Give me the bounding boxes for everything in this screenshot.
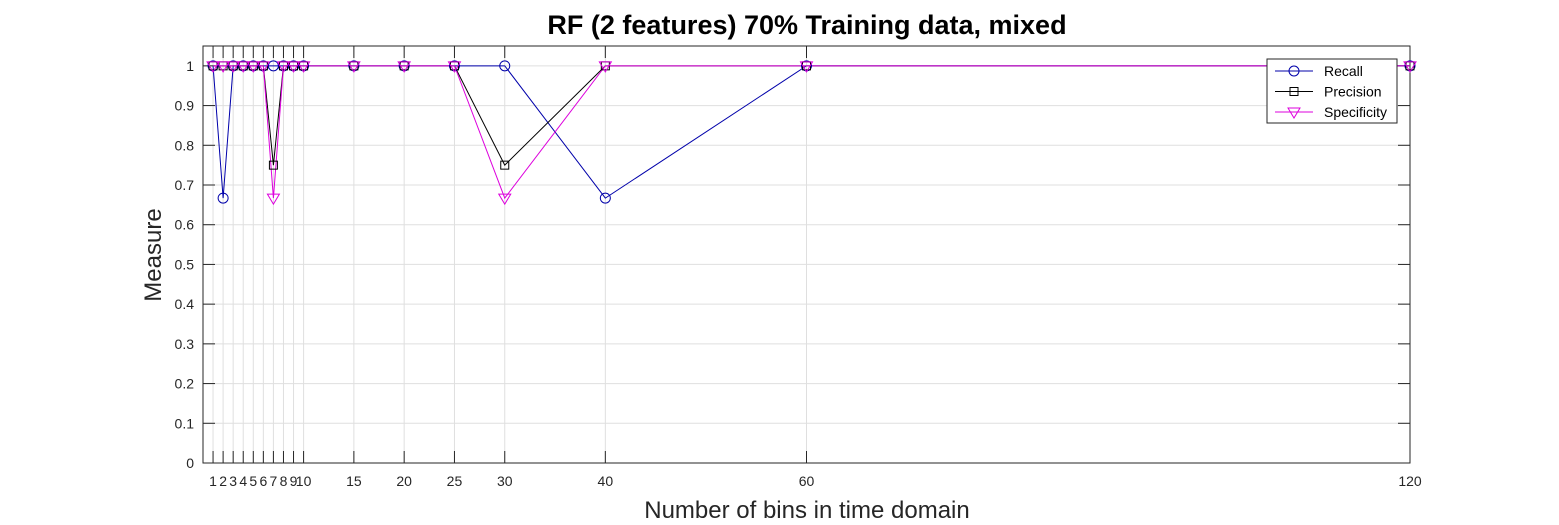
x-tick-label: 6 [259,473,267,489]
y-axis-title: Measure [140,208,167,301]
data-point-specificity [206,61,220,73]
legend-marker-recall [1288,65,1300,77]
y-tick-label: 0.3 [175,336,195,352]
y-tick-label: 1 [186,58,194,74]
x-tick-label: 120 [1398,473,1422,489]
x-tick-label: 7 [270,473,278,489]
data-point-specificity [397,61,412,73]
x-tick-label: 5 [249,473,257,489]
x-tick-label: 60 [799,473,815,489]
data-point-recall [207,60,219,72]
y-tick-label: 0.5 [175,256,195,272]
data-point-specificity [346,61,361,73]
x-tick-label: 9 [290,473,298,489]
data-point-specificity [236,61,251,73]
legend-label-recall: Recall [1324,63,1363,79]
data-point-specificity [296,61,311,73]
data-point-specificity [246,61,261,73]
x-tick-label: 8 [280,473,288,489]
data-point-recall [398,60,410,72]
y-tick-label: 0.4 [175,296,195,312]
axes: 1 2 3 4 5 6 7 8 910 15 20 25 30 40 60 12000.10.20.30.40… [175,45,1422,489]
x-tick-label: 10 [296,473,312,489]
data-point-specificity [226,61,241,73]
data-point-recall [298,60,310,72]
x-tick-label: 3 [229,473,237,489]
data-point-precision [268,160,278,170]
data-point-specificity [1403,61,1417,73]
data-point-specificity [266,193,281,206]
x-tick-label: 4 [239,473,247,489]
legend[interactable]: Recall Precision Specificity [1266,58,1398,124]
data-point-recall [499,60,511,72]
y-tick-label: 0.9 [175,98,195,114]
data-point-specificity [216,61,230,73]
x-tick-label: 1 [209,473,217,489]
x-tick-label: 15 [346,473,362,489]
data-point-recall [348,60,360,72]
y-tick-label: 0.8 [175,137,195,153]
x-axis-title: Number of bins in time domain [644,497,969,524]
data-point-recall [599,192,611,204]
data-point-precision [500,160,510,170]
y-tick-label: 0.6 [175,217,195,233]
data-point-recall [217,192,229,204]
y-tick-label: 0.1 [175,415,195,431]
x-tick-label: 40 [598,473,614,489]
data-point-recall [1404,60,1416,72]
x-tick-label: 2 [219,473,227,489]
data-point-recall [448,60,460,72]
data-point-specificity [497,193,512,206]
data-point-specificity [799,61,814,73]
data-point-specificity [598,61,613,73]
x-tick-label: 30 [497,473,513,489]
y-tick-label: 0 [186,455,194,471]
x-tick-label: 20 [396,473,412,489]
y-tick-label: 0.7 [175,177,195,193]
series-markers [206,60,1417,206]
data-point-specificity [286,61,301,73]
legend-marker-specificity [1287,107,1301,119]
chart-title: RF (2 features) 70% Training data, mixed [547,10,1066,40]
legend-marker-precision [1289,87,1299,96]
legend-label-specificity: Specificity [1324,104,1387,120]
y-tick-label: 0.2 [175,376,195,392]
data-point-specificity [256,61,271,73]
data-point-specificity [447,61,462,73]
x-tick-label: 25 [447,473,463,489]
data-point-specificity [276,61,291,73]
data-point-recall [801,60,812,72]
legend-label-precision: Precision [1324,84,1382,100]
